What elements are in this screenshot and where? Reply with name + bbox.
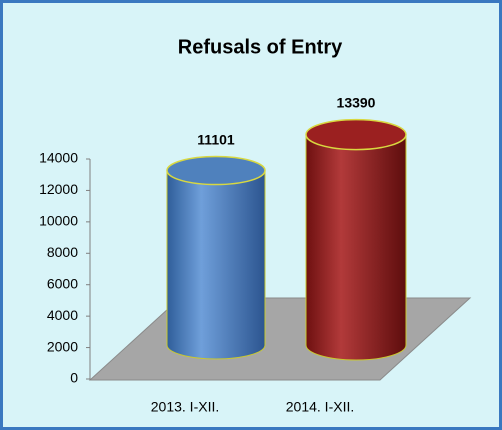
x-tick-label: 2013. I-XII. [151, 399, 219, 415]
y-tick-label: 4000 [47, 307, 78, 323]
cylinder-body [166, 170, 266, 360]
chart-title: Refusals of Entry [178, 36, 343, 58]
cylinder-top [166, 155, 266, 186]
cylinder-top [305, 118, 407, 151]
y-tick-label: 14000 [39, 150, 78, 166]
data-label: 13390 [337, 94, 376, 110]
x-tick-label: 2014. I-XII. [286, 399, 354, 415]
y-tick-label: 2000 [47, 338, 78, 354]
y-tick-label: 6000 [47, 275, 78, 291]
y-tick-label: 0 [70, 370, 78, 386]
data-label: 11101 [197, 131, 235, 147]
cylinder-body [305, 134, 407, 361]
y-tick-label: 12000 [39, 181, 78, 197]
y-tick-label: 10000 [39, 213, 78, 229]
y-tick-label: 8000 [47, 244, 78, 260]
